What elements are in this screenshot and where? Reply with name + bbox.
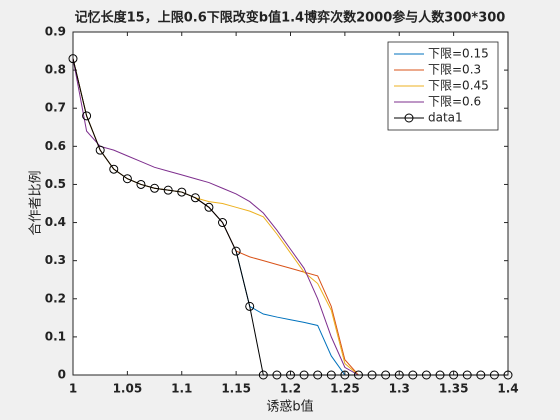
y-tick-label: 0.4: [45, 215, 66, 229]
data-point: [231, 246, 241, 256]
legend-label: 下限=0.15: [428, 47, 489, 61]
data-point: [122, 174, 132, 184]
data-point: [163, 185, 173, 195]
data-point: [95, 145, 105, 155]
x-tick-label: 1.1: [171, 382, 192, 396]
data-point: [286, 370, 295, 380]
data-point: [326, 370, 336, 380]
data-point: [272, 370, 282, 380]
data-point: [258, 370, 268, 380]
data-point: [313, 370, 323, 380]
legend: 下限=0.15 下限=0.3 下限=0.45 下限=0.6 data1: [387, 41, 499, 131]
y-tick-label: 0.8: [45, 63, 66, 77]
data-point: [190, 193, 200, 203]
y-tick-label: 0: [58, 368, 66, 382]
legend-label: 下限=0.45: [428, 79, 489, 93]
data-point: [136, 179, 146, 189]
data-point: [353, 370, 363, 380]
data-point: [435, 370, 445, 380]
data-point: [340, 370, 350, 380]
data-point: [299, 370, 309, 380]
y-tick-label: 0.3: [45, 253, 66, 267]
y-tick-label: 0.9: [45, 25, 66, 39]
x-tick-label: 1: [69, 382, 77, 396]
data-point: [421, 370, 431, 380]
data-point: [218, 218, 228, 228]
legend-label: 下限=0.6: [428, 95, 481, 109]
data-point: [109, 164, 119, 174]
data-point: [245, 301, 255, 311]
y-axis-label: 合作者比例: [29, 170, 44, 235]
data-point: [82, 111, 92, 121]
y-tick-label: 0.6: [45, 139, 66, 153]
x-tick-label: 1.3: [389, 382, 410, 396]
data-point: [489, 370, 499, 380]
data-point: [204, 202, 214, 212]
y-tick-label: 0.7: [45, 101, 66, 115]
data-point: [476, 370, 486, 380]
data-point: [177, 187, 187, 197]
data-point: [367, 370, 377, 380]
x-tick-label: 1.05: [113, 382, 143, 396]
x-tick-label: 1.2: [280, 382, 301, 396]
data-point: [408, 370, 418, 380]
data-point: [150, 183, 160, 193]
x-tick-label: 1.35: [439, 382, 469, 396]
x-axis-label: 诱惑b值: [266, 399, 313, 415]
data-point: [462, 370, 472, 380]
legend-label: 下限=0.3: [428, 63, 481, 77]
y-tick-label: 0.1: [45, 329, 66, 343]
chart-title: 记忆长度15，上限0.6下限改变b值1.4博弈次数2000参与人数300*300: [75, 10, 506, 26]
data-point: [503, 370, 513, 380]
data-point: [394, 370, 404, 380]
data-point: [68, 54, 78, 64]
data-point: [381, 370, 391, 380]
x-tick-label: 1.15: [221, 382, 251, 396]
x-tick-label: 1.25: [330, 382, 360, 396]
series-line: [72, 58, 508, 376]
legend-label: data1: [428, 111, 463, 125]
y-tick-label: 0.2: [45, 291, 66, 305]
legend-marker: [404, 113, 414, 123]
data-point: [449, 370, 459, 380]
x-tick-label: 1.4: [497, 382, 518, 396]
y-tick-label: 0.5: [45, 177, 66, 191]
